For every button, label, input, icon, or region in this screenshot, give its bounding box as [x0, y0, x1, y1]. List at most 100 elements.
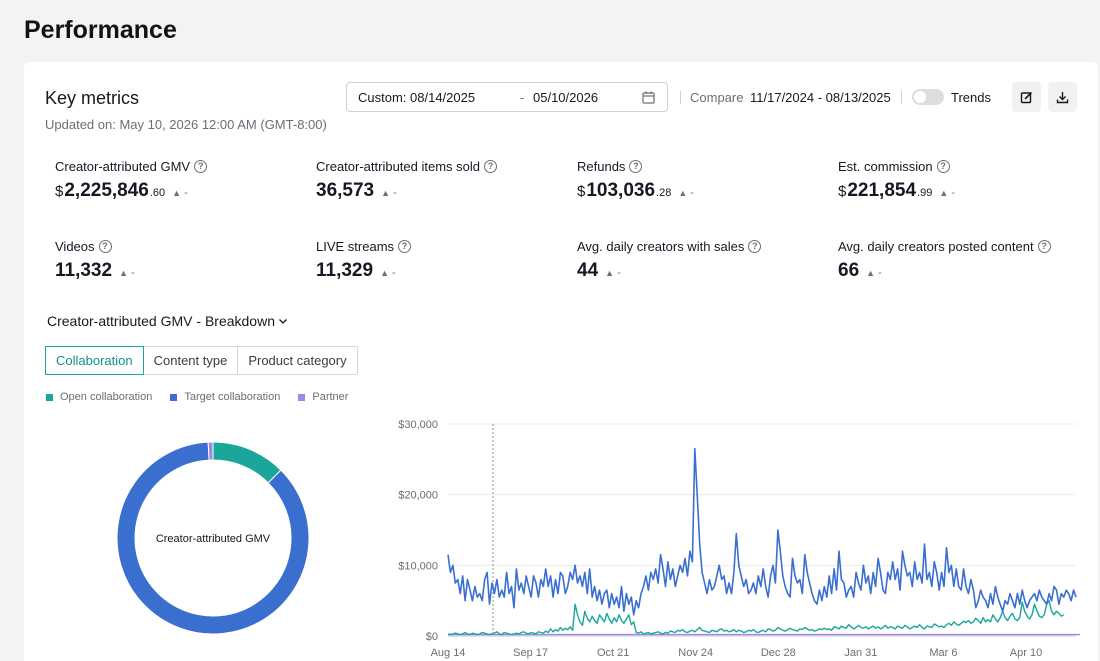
y-tick-label: $0 [426, 631, 438, 643]
updated-timestamp: Updated on: May 10, 2026 12:00 AM (GMT-8… [45, 117, 327, 132]
metric-value: 66 [838, 260, 860, 281]
y-tick-label: $10,000 [398, 560, 438, 572]
trends-label: Trends [951, 90, 991, 105]
y-tick-label: $30,000 [398, 419, 438, 431]
page-title: Performance [24, 16, 177, 44]
gmv-donut-chart: Creator-attributed GMV [117, 442, 309, 634]
series-line-open-collaboration[interactable] [447, 599, 1065, 636]
trend-up-icon: ▲ [678, 188, 688, 198]
trend-up-icon: ▲ [866, 268, 876, 278]
tab-content-type[interactable]: Content type [143, 347, 239, 374]
trend-up-icon: ▲ [605, 268, 615, 278]
trend-up-icon: ▲ [939, 188, 949, 198]
metric-decimal: .28 [656, 187, 672, 199]
toggle-knob [914, 91, 926, 103]
metric-value: 11,332 [55, 260, 113, 281]
x-tick-label: Jan 31 [844, 647, 877, 659]
help-icon[interactable]: ? [398, 240, 412, 253]
legend-label: Open collaboration [60, 391, 153, 403]
metric-trend-value: - [184, 187, 188, 199]
metric-currency: $ [577, 183, 586, 200]
help-icon[interactable]: ? [629, 160, 643, 173]
x-tick-label: Aug 14 [431, 647, 466, 659]
breakdown-tabs: Collaboration Content type Product categ… [45, 346, 358, 375]
separator [901, 91, 902, 104]
metric-label: Avg. daily creators with sales [577, 239, 745, 254]
x-tick-label: Oct 21 [597, 647, 629, 659]
date-separator: - [520, 90, 525, 105]
legend-swatch [46, 393, 53, 401]
help-icon[interactable]: ? [194, 160, 208, 173]
key-metrics-card: Key metrics Updated on: May 10, 2026 12:… [24, 62, 1098, 661]
metric-trend-value: - [878, 267, 882, 279]
metric-label: Creator-attributed items sold [316, 159, 481, 174]
donut-slice-partner[interactable] [207, 442, 214, 461]
x-tick-label: Nov 24 [678, 647, 713, 659]
compare-range[interactable]: 11/17/2024 - 08/13/2025 [750, 90, 891, 105]
metric-videos: Videos? 11,332 ▲ - [55, 239, 305, 282]
key-metrics-title: Key metrics [45, 88, 140, 108]
metric-creators-posted: Avg. daily creators posted content? 66 ▲ - [838, 239, 1088, 282]
x-tick-label: Dec 28 [761, 647, 796, 659]
metric-decimal: .99 [917, 187, 933, 199]
x-tick-label: Apr 10 [1010, 647, 1042, 659]
x-tick-label: Sep 17 [513, 647, 548, 659]
calendar-icon [642, 91, 655, 104]
metric-items-sold: Creator-attributed items sold? 36,573 ▲ - [316, 159, 566, 202]
trend-up-icon: ▲ [380, 268, 389, 278]
metric-currency: $ [838, 183, 847, 200]
help-icon[interactable]: ? [1037, 240, 1051, 253]
metric-live-streams: LIVE streams? 11,329 ▲ - [316, 239, 566, 282]
edit-metrics-button[interactable] [1012, 82, 1041, 112]
metric-trend-value: - [131, 267, 135, 279]
metric-label: Videos [55, 239, 95, 254]
breakdown-dropdown[interactable]: Creator-attributed GMV - Breakdown [47, 313, 288, 329]
metric-est-commission: Est. commission? $221,854.99 ▲ - [838, 159, 1088, 202]
metric-trend-value: - [392, 267, 396, 279]
series-line-target-collaboration[interactable] [447, 447, 1077, 616]
metric-trend-value: - [951, 187, 955, 199]
metric-refunds: Refunds? $103,036.28 ▲ - [577, 159, 827, 202]
metric-label: LIVE streams [316, 239, 395, 254]
legend-item-open-collaboration[interactable]: Open collaboration [46, 391, 152, 403]
legend-label: Partner [312, 391, 349, 403]
donut-center-label: Creator-attributed GMV [156, 533, 271, 545]
metric-trend-value: - [617, 267, 621, 279]
donut-slice-target-collaboration[interactable] [117, 442, 309, 634]
y-tick-label: $20,000 [398, 490, 438, 502]
help-icon[interactable]: ? [98, 240, 112, 253]
metric-trend-value: - [393, 187, 397, 199]
gmv-line-chart: $0 $10,000 $20,000 $30,000 Aug 14 Sep 17 Oct 2… [398, 419, 1080, 659]
metric-label: Est. commission [838, 159, 933, 174]
metric-trend-value: - [690, 187, 694, 199]
metric-currency: $ [55, 183, 64, 200]
date-range-picker[interactable]: Custom: 08/14/2025 - 05/10/2026 [346, 82, 668, 112]
breakdown-title: Creator-attributed GMV - Breakdown [47, 313, 275, 329]
metric-creators-with-sales: Avg. daily creators with sales? 44 ▲ - [577, 239, 827, 282]
legend-swatch [170, 393, 178, 401]
chart-legend: Open collaboration Target collaboration … [46, 391, 366, 403]
metric-value: 36,573 [316, 180, 375, 201]
metric-value: 103,036 [586, 180, 656, 201]
download-icon [1056, 91, 1069, 103]
download-button[interactable] [1048, 82, 1077, 112]
help-icon[interactable]: ? [748, 240, 762, 253]
tab-collaboration[interactable]: Collaboration [45, 346, 144, 375]
legend-item-target-collaboration[interactable]: Target collaboration [170, 391, 280, 403]
donut-slice-open-collaboration[interactable] [212, 442, 282, 484]
metric-label: Creator-attributed GMV [55, 159, 191, 174]
legend-label: Target collaboration [184, 391, 281, 403]
date-start: Custom: 08/14/2025 [358, 90, 476, 105]
legend-swatch [298, 393, 306, 401]
date-end: 05/10/2026 [533, 90, 599, 105]
chevron-down-icon [279, 319, 287, 324]
metric-value: 221,854 [847, 180, 917, 201]
metric-label: Avg. daily creators posted content [838, 239, 1034, 254]
trends-toggle[interactable] [912, 89, 944, 105]
compare-label: Compare [690, 90, 744, 105]
edit-icon [1020, 91, 1033, 103]
tab-product-category[interactable]: Product category [238, 347, 357, 374]
help-icon[interactable]: ? [936, 160, 950, 173]
help-icon[interactable]: ? [484, 160, 498, 173]
legend-item-partner[interactable]: Partner [298, 391, 348, 403]
